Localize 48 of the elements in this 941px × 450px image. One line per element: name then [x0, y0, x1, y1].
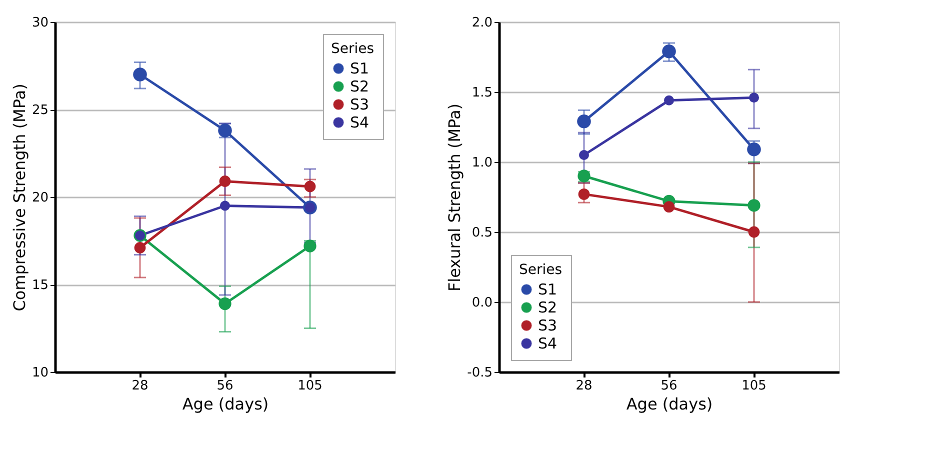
point: [663, 201, 675, 212]
x-tick-label: 56: [660, 378, 678, 394]
point: [304, 180, 316, 192]
point: [218, 297, 232, 310]
y-tick-label: 1.5: [472, 86, 492, 100]
point: [749, 92, 759, 103]
point: [220, 200, 230, 211]
point: [304, 240, 316, 252]
legend-title: Series: [519, 262, 562, 278]
x-tick-label: 56: [216, 378, 234, 394]
y-tick-label: -0.5: [467, 366, 492, 380]
legend-label: S3: [538, 316, 558, 334]
point: [134, 242, 146, 254]
point: [748, 199, 760, 212]
point: [219, 176, 231, 187]
legend-label: S4: [350, 114, 370, 132]
point: [748, 226, 760, 238]
point: [133, 68, 147, 82]
x-tick-label: 105: [742, 378, 766, 394]
point: [577, 114, 591, 128]
point: [662, 44, 676, 58]
x-tick-label: 28: [132, 378, 148, 394]
y-axis-title: Compressive Strength (MPa): [10, 84, 29, 312]
legend-label: S2: [538, 298, 558, 316]
y-tick-label: 10: [32, 366, 48, 380]
x-axis-title: Age (days): [182, 394, 269, 414]
y-tick-label: 1.0: [472, 156, 492, 170]
y-tick-label: 0.0: [472, 296, 492, 310]
y-tick-label: 15: [32, 278, 48, 293]
x-tick-label: 105: [298, 378, 322, 394]
point: [664, 95, 674, 106]
legend-label: S1: [350, 60, 370, 78]
x-axis-title: Age (days): [626, 394, 713, 414]
y-tick-label: 25: [32, 103, 48, 118]
point: [747, 142, 761, 156]
y-tick-label: 2.0: [472, 16, 492, 30]
legend-label: S1: [538, 280, 558, 298]
y-tick-label: 0.5: [472, 226, 492, 240]
y-tick-label: 20: [32, 190, 48, 206]
point: [578, 188, 590, 200]
y-axis-title: Flexural Strength (MPa): [445, 103, 464, 292]
legend-label: S2: [350, 78, 370, 96]
y-tick-label: 30: [32, 16, 48, 30]
legend-label: S3: [350, 96, 370, 114]
x-tick-label: 28: [576, 378, 592, 394]
legend-label: S4: [538, 334, 558, 352]
point: [579, 150, 589, 160]
legend-title: Series: [331, 41, 374, 57]
